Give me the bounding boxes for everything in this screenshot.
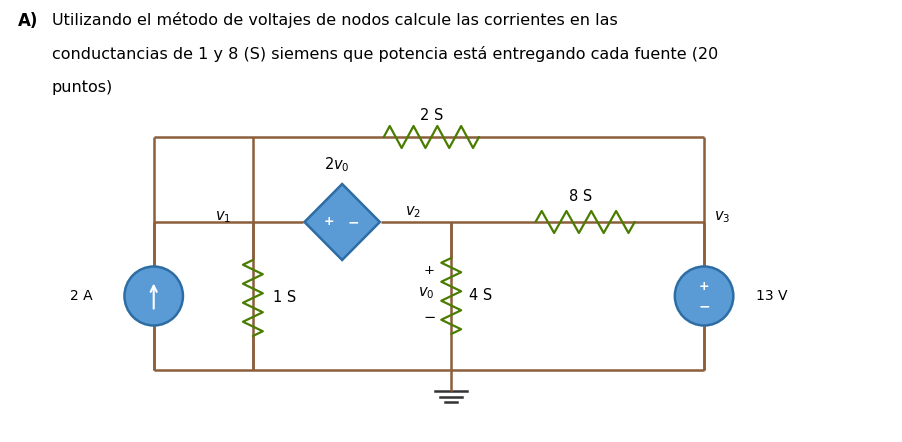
Text: conductancias de 1 y 8 (S) siemens que potencia está entregando cada fuente (20: conductancias de 1 y 8 (S) siemens que p… <box>51 46 718 62</box>
Text: Utilizando el método de voltajes de nodos calcule las corrientes en las: Utilizando el método de voltajes de nodo… <box>51 12 617 28</box>
Text: −: − <box>347 215 359 229</box>
Text: −: − <box>423 310 436 325</box>
Text: $v_1$: $v_1$ <box>215 209 231 225</box>
Text: 4 S: 4 S <box>469 289 492 304</box>
Text: 13 V: 13 V <box>756 289 787 303</box>
Circle shape <box>124 267 183 325</box>
Text: −: − <box>698 299 710 313</box>
Text: 2 S: 2 S <box>419 108 443 123</box>
Text: $v_0$: $v_0$ <box>419 285 435 301</box>
Text: puntos): puntos) <box>51 80 113 95</box>
Text: 8 S: 8 S <box>568 189 592 204</box>
Text: +: + <box>424 264 435 278</box>
Circle shape <box>675 267 733 325</box>
Text: A): A) <box>18 12 38 30</box>
Text: $v_2$: $v_2$ <box>405 204 421 220</box>
Text: +: + <box>324 216 335 229</box>
Text: $2v_0$: $2v_0$ <box>325 155 350 174</box>
Polygon shape <box>305 184 380 260</box>
Text: $v_3$: $v_3$ <box>714 209 731 225</box>
Text: +: + <box>699 279 709 293</box>
Text: 1 S: 1 S <box>272 290 296 305</box>
Text: 2 A: 2 A <box>69 289 92 303</box>
